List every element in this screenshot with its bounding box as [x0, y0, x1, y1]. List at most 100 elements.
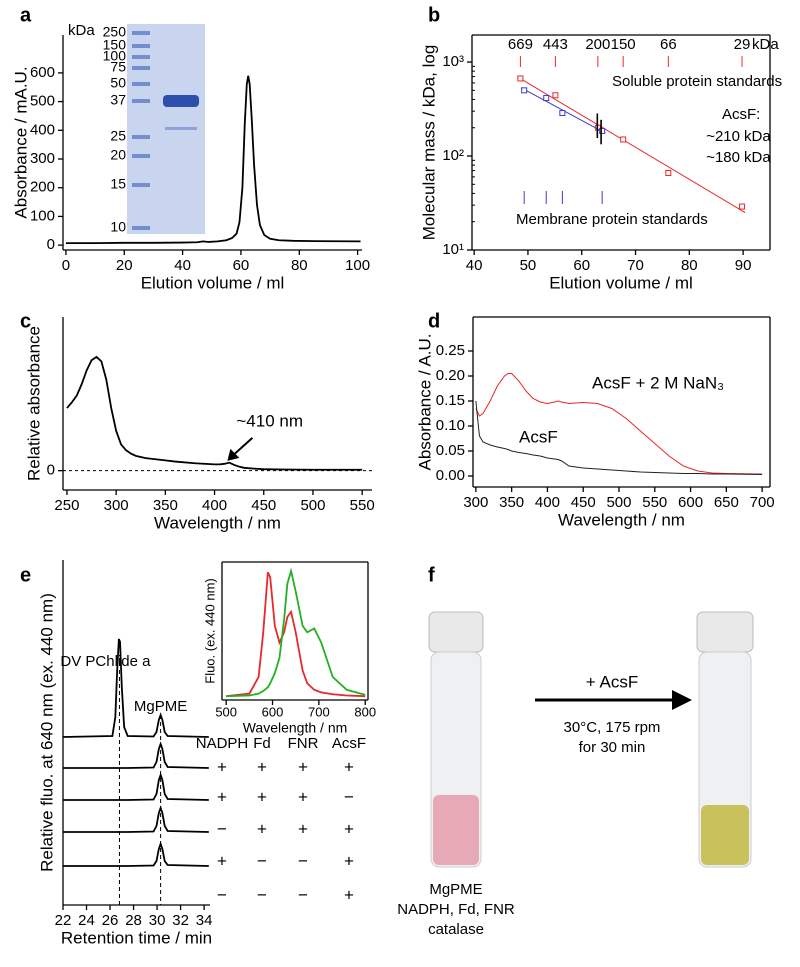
x-axis-label: Wavelength / nm — [154, 513, 281, 532]
panel: 500 600 700 800 Wavelength / nm Fluo. (ex. 44… — [202, 561, 376, 736]
sample-label: MgPME — [429, 881, 482, 898]
y-tick-label: 0.25 — [436, 342, 465, 359]
data-line — [62, 638, 209, 738]
condition-label: for 30 min — [579, 739, 646, 756]
data-line — [475, 373, 763, 475]
acsf-value: ~210 — [706, 128, 740, 145]
y-tick-label: 0 — [47, 462, 55, 479]
condition-label: 30°C, 175 rpm — [564, 719, 661, 736]
x-tick-label: 40 — [174, 257, 191, 274]
y-tick-label: 0.20 — [436, 367, 465, 384]
condition-cell: + — [217, 787, 227, 806]
x-tick-label: 0 — [62, 257, 70, 274]
series-label: Soluble protein standards — [612, 73, 782, 90]
data-line — [226, 571, 366, 698]
data-point — [665, 169, 672, 176]
vial-cap — [696, 611, 754, 653]
gel-ladder-band — [132, 82, 150, 86]
condition-cell: + — [257, 819, 267, 838]
data-point — [739, 203, 746, 210]
y-tick-label: 0.10 — [436, 417, 465, 434]
data-line — [65, 75, 361, 245]
condition-cell: − — [257, 885, 267, 904]
gel-sample-band — [165, 127, 197, 130]
data-point — [521, 87, 528, 94]
panel: c 250 300 350 400 450 500 550 0 Wavelength / nm Re… — [20, 310, 375, 532]
unit-label: kDa — [744, 128, 771, 145]
x-tick-label: 24 — [78, 912, 95, 929]
series-label: Membrane protein standards — [516, 211, 708, 228]
y-axis-label: Absorbance / A.U. — [415, 333, 434, 470]
y-tick-label: 600 — [30, 64, 55, 81]
x-tick-label: 350 — [499, 494, 524, 511]
x-axis-label: Elution volume / ml — [141, 273, 285, 292]
gel-ladder-label: 25 — [110, 128, 126, 144]
data-line — [63, 772, 209, 801]
condition-header: NADPH — [196, 735, 249, 752]
condition-cell: + — [298, 819, 308, 838]
data-point — [543, 95, 550, 102]
x-axis-label: Retention time / min — [61, 928, 212, 947]
x-tick-label: 300 — [104, 497, 129, 514]
series-label: AcsF + 2 M NaN₃ — [592, 373, 724, 392]
data-line — [63, 741, 209, 769]
panel: d 300 350 400 450 500 550 600 650 700 0.00 0.05 0.10… — [415, 310, 774, 529]
y-axis-label: Molecular mass / kDa, log — [419, 45, 438, 241]
y-tick-label: 200 — [30, 179, 55, 196]
panel-f: f + AcsF 30°C, 175 rpm for 30 min MgPME … — [397, 564, 754, 938]
y-axis-label: Relative fluo. at 640 nm (ex. 440 nm) — [37, 593, 56, 872]
x-tick-label: 22 — [55, 912, 72, 929]
x-tick-label: 400 — [202, 497, 227, 514]
data-line — [475, 400, 763, 475]
sample-label: NADPH, Fd, FNR — [397, 901, 515, 918]
condition-header: FNR — [288, 735, 319, 752]
gel-ladder-band — [132, 31, 150, 35]
y-tick-label: 0.00 — [436, 467, 465, 484]
gel-ladder-band — [132, 99, 150, 103]
peak-label: DV PChlide a — [60, 653, 151, 670]
panel-letter: d — [428, 310, 440, 332]
reagent-label: + AcsF — [586, 672, 638, 691]
annotation-arrow-head — [227, 448, 240, 461]
condition-header: AcsF — [332, 735, 366, 752]
panel-letter: c — [20, 310, 31, 332]
panel: b 40 50 60 70 80 90 10¹ 10² 10³ Elution volume / m… — [419, 4, 782, 292]
gel-ladder-label: 15 — [110, 176, 126, 192]
x-tick-label: 700 — [750, 494, 775, 511]
gel-ladder-label: 250 — [103, 24, 127, 40]
x-tick-label: 28 — [125, 912, 142, 929]
panel-letter: e — [20, 564, 31, 586]
data-line — [63, 805, 209, 833]
data-point — [620, 136, 627, 143]
x-tick-label: 32 — [172, 912, 189, 929]
x-tick-label: 80 — [681, 257, 698, 274]
x-axis-label: Wavelength / nm — [243, 720, 348, 736]
x-tick-label: 90 — [735, 257, 752, 274]
acsf-value: ~180 — [706, 149, 740, 166]
data-line — [226, 567, 366, 698]
panel: a 0 20 40 60 80 100 0 100 200 300 400 500 600 Elution … — [11, 4, 370, 292]
standard-label: 443 — [543, 36, 568, 53]
y-tick-label: 0.05 — [436, 442, 465, 459]
y-tick-label: 0 — [47, 236, 55, 253]
x-axis-label: Elution volume / ml — [549, 273, 693, 292]
peak-label: MgPME — [134, 698, 187, 715]
gel-ladder-label: 75 — [110, 59, 126, 75]
panel-letter: b — [428, 4, 440, 26]
x-tick-label: 50 — [520, 257, 537, 274]
data-point — [559, 109, 566, 116]
condition-cell: + — [257, 757, 267, 776]
x-tick-label: 70 — [627, 257, 644, 274]
x-tick-label: 20 — [116, 257, 133, 274]
x-tick-label: 40 — [466, 257, 483, 274]
standard-label: 29 — [734, 36, 751, 53]
y-tick-label: 10¹ — [442, 241, 464, 258]
x-tick-label: 450 — [571, 494, 596, 511]
gel-ladder-label: 150 — [103, 37, 127, 53]
condition-cell: − — [217, 885, 227, 904]
arrow-head — [672, 690, 692, 710]
x-tick-label: 60 — [573, 257, 590, 274]
x-tick-label: 350 — [153, 497, 178, 514]
fit-line — [516, 76, 746, 214]
